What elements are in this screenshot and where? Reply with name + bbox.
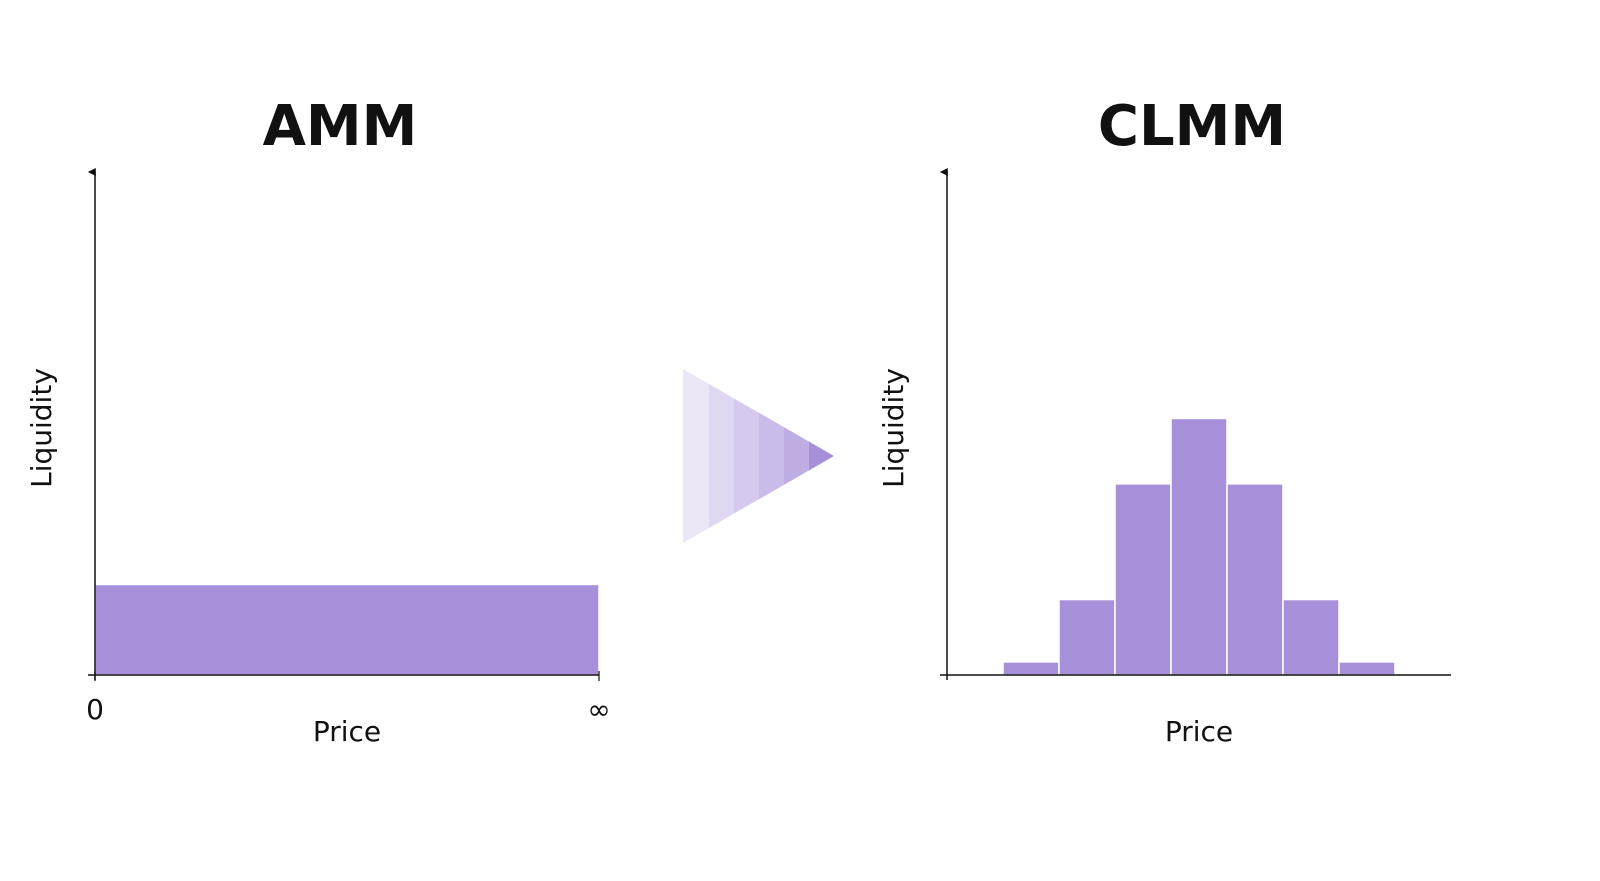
bar: [1114, 483, 1172, 676]
x-tick-label: 0: [86, 693, 104, 726]
transition-arrow: [683, 369, 834, 543]
bar: [1226, 483, 1284, 676]
y-axis-label: Liquidity: [877, 368, 910, 488]
bar: [1058, 598, 1116, 676]
x-axis-label: Price: [313, 715, 381, 748]
bar: [1338, 661, 1396, 676]
x-tick-label: ∞: [587, 693, 610, 726]
bar: [1170, 417, 1228, 676]
bar: [1282, 598, 1340, 676]
chart-title: AMM: [263, 94, 418, 159]
y-axis-label: Liquidity: [25, 368, 58, 488]
bar: [1002, 661, 1060, 676]
chart-title: CLMM: [1098, 94, 1286, 159]
bar: [94, 583, 600, 676]
x-axis-label: Price: [1165, 715, 1233, 748]
